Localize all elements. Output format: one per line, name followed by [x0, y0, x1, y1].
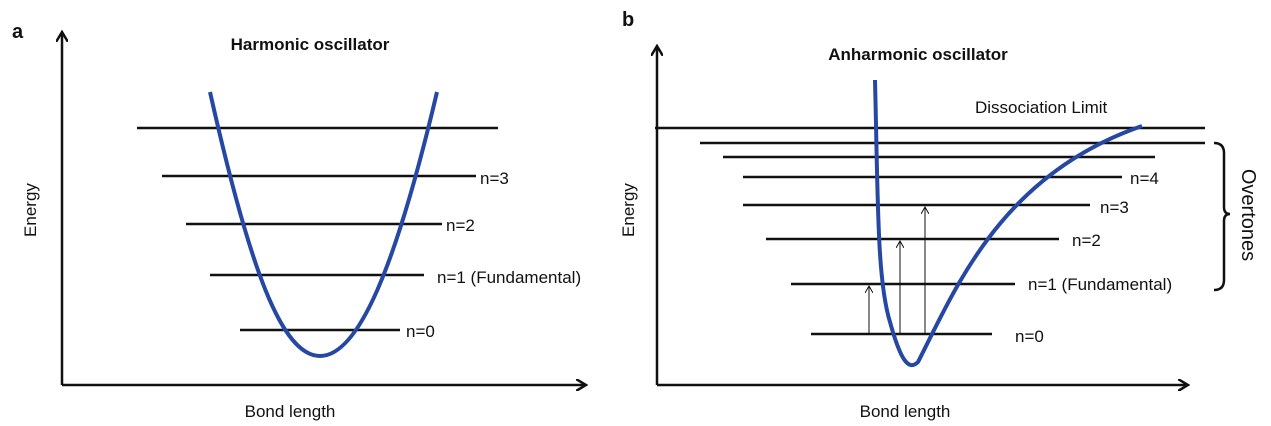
- limit-label: Dissociation Limit: [975, 98, 1108, 117]
- bracket: [1213, 141, 1231, 292]
- potential-curve: [873, 79, 1143, 368]
- level-label: n=0: [406, 322, 435, 341]
- x-axis-label: Bond length: [245, 402, 336, 421]
- panel-title: Anharmonic oscillator: [828, 45, 1008, 64]
- level-label: n=1 (Fundamental): [1028, 275, 1172, 294]
- level-label: n=1 (Fundamental): [437, 268, 581, 287]
- panel-a: a Harmonic oscillator Energy Bond length…: [12, 21, 586, 421]
- panel-title: Harmonic oscillator: [231, 35, 390, 54]
- panel-letter: a: [12, 21, 24, 43]
- level-label: n=2: [1072, 231, 1101, 250]
- level-label: n=3: [1100, 198, 1129, 217]
- bracket-label: Overtones: [1237, 169, 1259, 261]
- y-axis-label: Energy: [21, 183, 40, 237]
- x-axis-label: Bond length: [860, 402, 951, 421]
- y-axis-label: Energy: [619, 183, 638, 237]
- panel-b: b Anharmonic oscillator Energy Bond leng…: [619, 9, 1259, 421]
- level-label: n=0: [1015, 327, 1044, 346]
- level-label: n=2: [446, 216, 475, 235]
- level-label: n=3: [480, 169, 509, 188]
- level-label: n=4: [1130, 169, 1159, 188]
- panel-letter: b: [622, 9, 634, 31]
- potential-curve: [208, 91, 439, 359]
